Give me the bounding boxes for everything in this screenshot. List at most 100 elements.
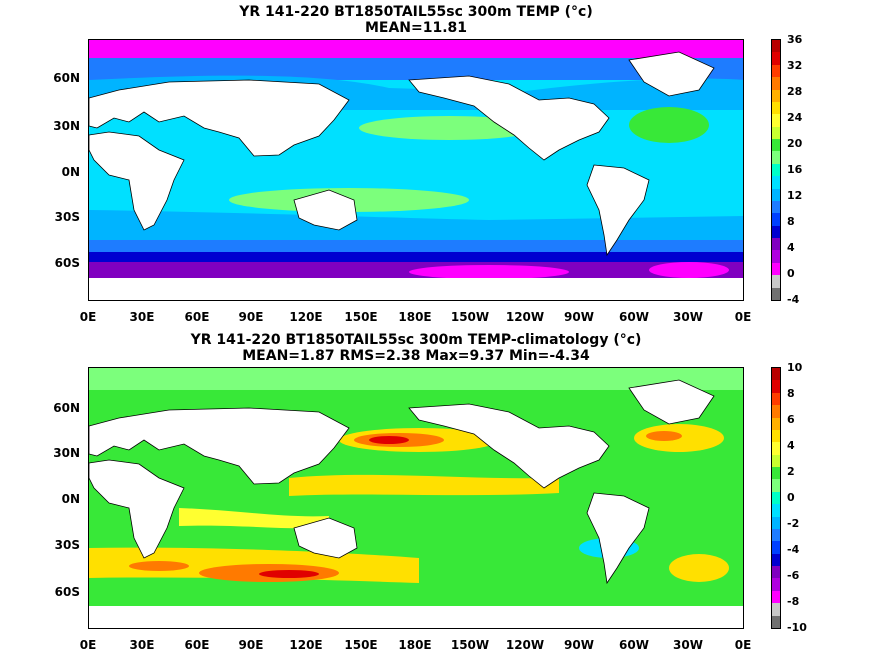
north-america <box>408 403 610 489</box>
colorbar-swatch <box>772 504 780 517</box>
panel2-colorbar-label: -6 <box>787 569 800 582</box>
panel2-colorbar-label: 8 <box>787 387 795 400</box>
colorbar-swatch <box>772 287 780 300</box>
colorbar-swatch <box>772 429 780 443</box>
colorbar-swatch <box>772 566 780 579</box>
panel1-colorbar-label: 20 <box>787 137 803 150</box>
colorbar-swatch <box>772 262 780 276</box>
ross-sea-patch <box>409 265 569 279</box>
panel2-lon-label: 0E <box>734 638 752 652</box>
south-america <box>586 164 650 257</box>
panel1-colorbar-label: 4 <box>787 241 795 254</box>
southern-band-2 <box>89 252 743 262</box>
panel1-lon-label: 150E <box>344 310 378 324</box>
panel2-lon-label: 150E <box>344 638 378 652</box>
panel2-lon-label: 120E <box>289 638 323 652</box>
panel1-lon-label: 0E <box>79 310 97 324</box>
panel1-colorbar-label: 8 <box>787 215 795 228</box>
colorbar-swatch <box>772 479 780 492</box>
antarctica <box>89 606 743 628</box>
panel1-lon-label: 60W <box>619 310 649 324</box>
africa <box>89 131 185 231</box>
africa <box>89 459 185 559</box>
south-mid-band <box>89 210 743 240</box>
panel2-colorbar-label: 10 <box>787 361 803 374</box>
panel2-title-line1: YR 141-220 BT1850TAIL55sc 300m TEMP-clim… <box>190 332 642 348</box>
colorbar-swatch <box>772 467 780 480</box>
greenland <box>628 379 715 425</box>
north-america <box>408 75 610 161</box>
colorbar-swatch <box>772 405 780 418</box>
colorbar-swatch <box>772 77 780 90</box>
colorbar-swatch <box>772 250 780 263</box>
panel1-colorbar-label: 24 <box>787 111 803 124</box>
panel2-lat-label-0n: 0N <box>61 492 80 506</box>
colorbar-swatch <box>772 89 780 102</box>
colorbar-swatch <box>772 114 780 127</box>
colorbar-swatch <box>772 176 780 189</box>
continents <box>89 379 715 585</box>
panel1-colorbar-label: 36 <box>787 33 803 46</box>
colorbar-swatch <box>772 590 780 604</box>
panel1-lat-label-30s: 30S <box>54 210 80 224</box>
panel1-lat-label-30n: 30N <box>53 119 80 133</box>
weddell-sea-patch <box>649 262 729 278</box>
panel1-lat-label-60n: 60N <box>53 71 80 85</box>
panel2-colorbar-label: 4 <box>787 439 795 452</box>
panel1-lon-label: 150W <box>450 310 490 324</box>
panel2-lon-label: 180E <box>398 638 432 652</box>
panel2-colorbar-label: -2 <box>787 517 800 530</box>
panel1-lat-label-60s: 60S <box>54 256 80 270</box>
panel2-lat-label-30n: 30N <box>53 446 80 460</box>
colorbar-swatch <box>772 442 780 455</box>
colorbar-swatch <box>772 553 780 566</box>
colorbar-swatch <box>772 151 780 164</box>
panel2-lon-label: 30E <box>129 638 155 652</box>
indian-ocean-warm <box>179 508 329 529</box>
antarctica <box>89 278 743 300</box>
panel2-lon-label: 150W <box>450 638 490 652</box>
panel1-colorbar-label: 0 <box>787 267 795 280</box>
panel1-lon-label: 60E <box>184 310 210 324</box>
panel2-colorbar <box>771 367 781 629</box>
colorbar-swatch <box>772 392 780 406</box>
arctic-anomaly <box>89 368 743 390</box>
panel2-lon-label: 90E <box>238 638 264 652</box>
agulhas-hot <box>129 561 189 571</box>
colorbar-swatch <box>772 52 780 65</box>
panel1-lon-label: 30W <box>673 310 703 324</box>
panel1-lon-label: 120E <box>289 310 323 324</box>
panel1-map <box>88 39 744 301</box>
arctic-band <box>89 40 743 58</box>
panel1-colorbar-label: 12 <box>787 189 803 202</box>
tropical-warm <box>289 474 559 496</box>
colorbar-swatch <box>772 368 780 381</box>
panel1-colorbar-label: 16 <box>787 163 803 176</box>
panel2-colorbar-label: -10 <box>787 621 807 634</box>
panel2-colorbar-label: 2 <box>787 465 795 478</box>
colorbar-swatch <box>772 516 780 529</box>
panel2-lon-label: 30W <box>673 638 703 652</box>
panel2-colorbar-label: -8 <box>787 595 800 608</box>
colorbar-swatch <box>772 578 780 591</box>
north-atlantic-gyre <box>629 107 709 143</box>
panel2-colorbar-label: -4 <box>787 543 800 556</box>
colorbar-swatch <box>772 541 780 554</box>
panel1-colorbar-label: 32 <box>787 59 803 72</box>
panel2-lat-label-30s: 30S <box>54 538 80 552</box>
gulfstream-hot <box>646 431 682 441</box>
panel1-lon-label: 120W <box>505 310 545 324</box>
panel2-lon-label: 60E <box>184 638 210 652</box>
south-atlantic-warm <box>669 554 729 582</box>
panel2-lat-label-60s: 60S <box>54 585 80 599</box>
colorbar-swatch <box>772 200 780 214</box>
australia <box>293 189 358 231</box>
panel1-title-line2: MEAN=11.81 <box>364 20 468 36</box>
panel2-lon-label: 90W <box>564 638 594 652</box>
colorbar-swatch <box>772 417 780 430</box>
south-america <box>586 492 650 585</box>
panel1-lon-label: 0E <box>734 310 752 324</box>
panel1-map-svg <box>89 40 743 300</box>
colorbar-swatch <box>772 238 780 251</box>
southern-band-1 <box>89 240 743 252</box>
